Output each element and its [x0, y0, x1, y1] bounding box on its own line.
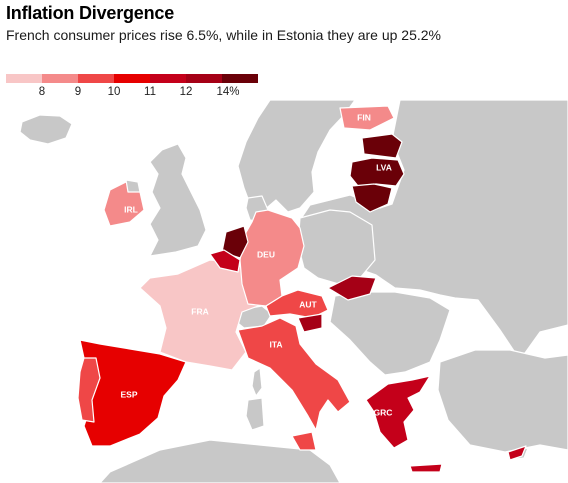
- country-labels: FIN LVA IRL DEU FRA AUT ESP ITA GRC: [120, 112, 392, 417]
- land-balkans: [329, 291, 451, 376]
- color-legend: 8 9 10 11 12 14%: [6, 74, 266, 104]
- legend-swatch-1: [6, 74, 42, 83]
- legend-swatch-6: [186, 74, 222, 83]
- country-svk: [327, 275, 377, 301]
- land-iceland: [19, 114, 73, 145]
- label-irl: IRL: [124, 204, 138, 214]
- legend-swatch-5: [150, 74, 186, 83]
- land-central-europe: [297, 209, 376, 286]
- legend-swatch-4: [114, 74, 150, 83]
- country-prt: [77, 357, 101, 423]
- label-fin: FIN: [357, 112, 371, 122]
- europe-map: FIN LVA IRL DEU FRA AUT ESP ITA GRC: [19, 100, 568, 483]
- label-grc: GRC: [374, 407, 393, 417]
- land-great-britain: [149, 143, 207, 257]
- chart-title: Inflation Divergence: [6, 3, 175, 23]
- land-sardinia: [245, 397, 265, 431]
- country-cyp: [507, 445, 527, 461]
- country-aut: [265, 289, 329, 319]
- label-deu: DEU: [257, 249, 275, 259]
- land-turkey: [437, 349, 568, 453]
- country-sicily: [291, 431, 317, 451]
- land-scandinavia: [237, 100, 356, 213]
- chart-subtitle: French consumer prices rise 6.5%, while …: [6, 27, 441, 43]
- legend-tick: 8: [38, 86, 46, 98]
- country-crete: [409, 463, 443, 473]
- label-aut: AUT: [299, 299, 317, 309]
- legend-swatch-7: [222, 74, 258, 83]
- country-fin: [339, 105, 395, 131]
- label-fra: FRA: [191, 306, 208, 316]
- legend-tick: 11: [144, 86, 156, 98]
- country-ltu: [351, 183, 393, 213]
- label-esp: ESP: [120, 389, 137, 399]
- country-nir: [125, 179, 141, 193]
- country-grc: [365, 375, 431, 449]
- country-svn: [297, 313, 323, 333]
- background-land: [19, 100, 568, 483]
- legend-tick: 14%: [216, 86, 240, 98]
- legend-swatch-2: [42, 74, 78, 83]
- highlighted-countries: [77, 105, 527, 473]
- legend-swatch-3: [78, 74, 114, 83]
- label-lva: LVA: [376, 162, 392, 172]
- country-bel: [209, 249, 241, 273]
- country-nld: [221, 225, 249, 259]
- legend-tick: 9: [74, 86, 82, 98]
- country-ita: [237, 317, 351, 431]
- country-est: [361, 133, 403, 159]
- country-lva: [349, 157, 405, 187]
- legend-tick: 10: [107, 86, 121, 98]
- land-corsica: [251, 367, 263, 397]
- legend-tick: 12: [179, 86, 193, 98]
- label-ita: ITA: [269, 339, 282, 349]
